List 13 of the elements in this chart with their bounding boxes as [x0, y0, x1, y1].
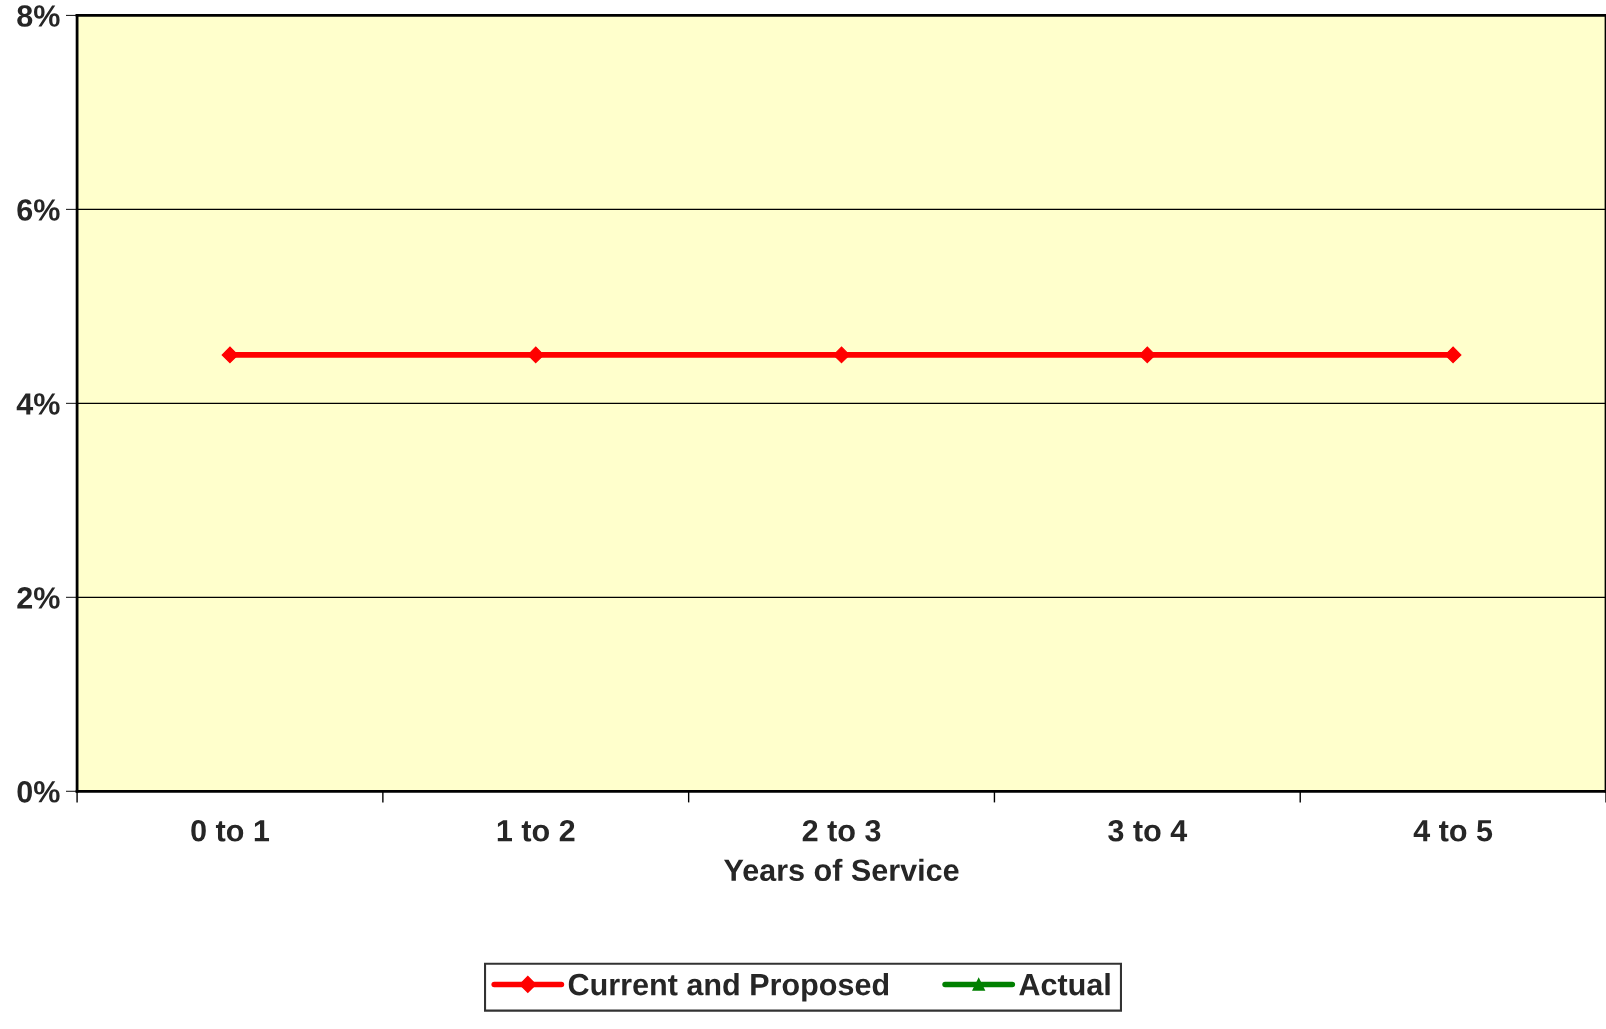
x-axis-title: Years of Service: [724, 858, 959, 882]
y-tick-label: 2%: [17, 587, 60, 609]
x-tick-label: 1 to 2: [497, 819, 575, 842]
x-tick-label: 3 to 4: [1108, 819, 1188, 842]
y-tick-label: 0%: [17, 781, 60, 803]
y-tick-label: 8%: [17, 5, 60, 27]
y-tick-label: 6%: [17, 199, 60, 221]
y-tick-label: 4%: [16, 393, 60, 415]
x-tick-label: 2 to 3: [802, 819, 881, 842]
legend-label: Current and Proposed: [568, 972, 889, 1002]
x-tick-label: 4 to 5: [1413, 820, 1493, 842]
legend-label: Actual: [1019, 972, 1110, 996]
x-tick-label: 0 to 1: [191, 819, 270, 842]
